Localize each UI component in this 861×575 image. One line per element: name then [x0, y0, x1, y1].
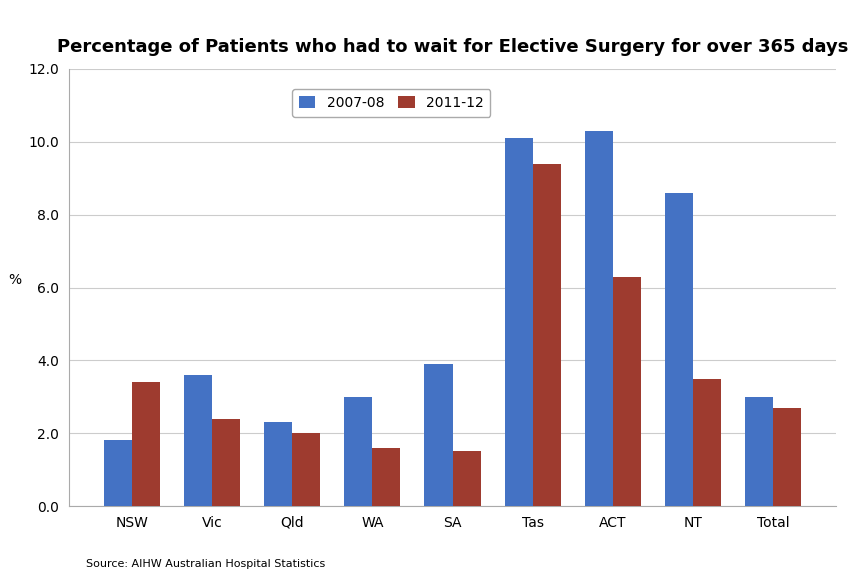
- Bar: [664, 193, 692, 506]
- Bar: [612, 277, 641, 506]
- Text: Source: AIHW Australian Hospital Statistics: Source: AIHW Australian Hospital Statist…: [86, 559, 325, 569]
- Bar: [103, 440, 132, 506]
- Bar: [344, 397, 372, 506]
- Bar: [504, 138, 532, 506]
- Bar: [532, 164, 561, 506]
- Bar: [212, 419, 240, 506]
- Y-axis label: %: %: [8, 274, 22, 288]
- Title: Percentage of Patients who had to wait for Elective Surgery for over 365 days: Percentage of Patients who had to wait f…: [57, 39, 847, 56]
- Bar: [584, 131, 612, 506]
- Bar: [292, 433, 320, 506]
- Bar: [263, 422, 292, 506]
- Bar: [452, 451, 480, 506]
- Legend: 2007-08, 2011-12: 2007-08, 2011-12: [292, 89, 490, 117]
- Bar: [424, 364, 452, 506]
- Bar: [692, 378, 721, 506]
- Bar: [132, 382, 160, 506]
- Bar: [772, 408, 801, 506]
- Bar: [372, 448, 400, 506]
- Bar: [183, 375, 212, 506]
- Bar: [744, 397, 772, 506]
